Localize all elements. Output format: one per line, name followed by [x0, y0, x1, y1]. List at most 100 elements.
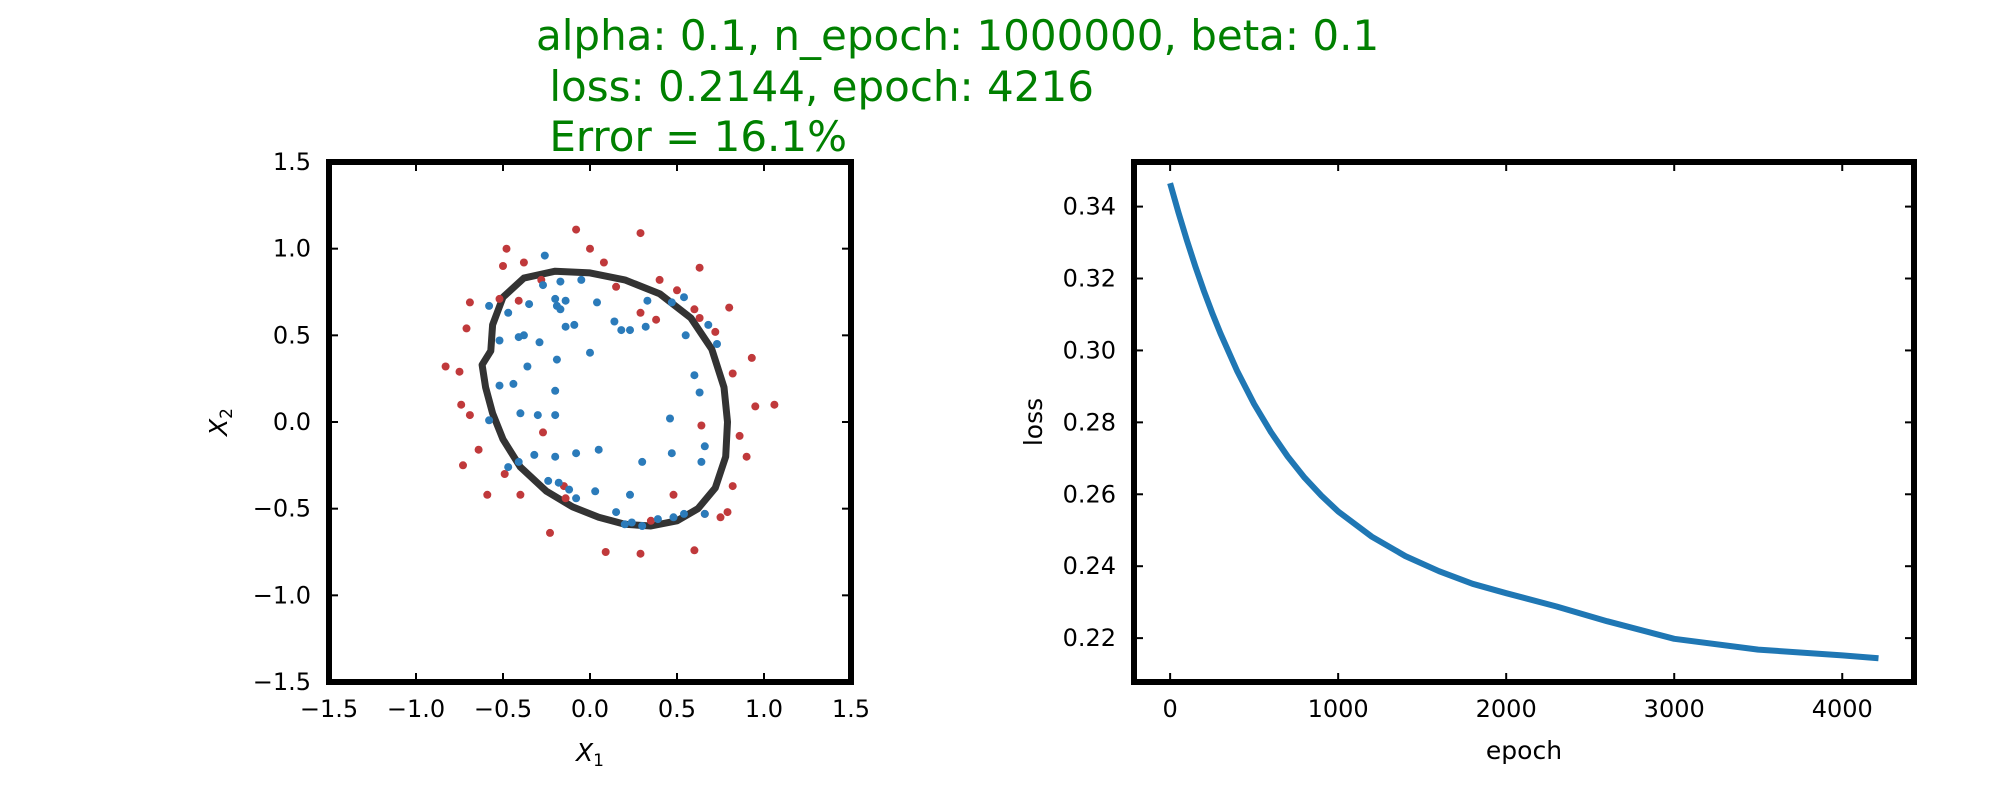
scatter-point-series-1 [612, 508, 621, 517]
scatter-point-series-0 [612, 282, 621, 291]
1-ytick-label: 0.26 [1063, 480, 1116, 508]
1-ytick-label: 0.34 [1063, 193, 1116, 221]
scatter-ticks: −1.5 −1.0 −0.5 0.0 0.5 1.0 1.5 −1.5 −1.0 −0.5 0.0 0… [253, 148, 870, 723]
0-ytick-label: −1.5 [253, 668, 311, 696]
0-xtick-label: 0.0 [571, 695, 609, 723]
scatter-point-series-1 [514, 457, 523, 466]
scatter-point-series-1 [551, 411, 560, 420]
scatter-point-series-0 [483, 490, 492, 499]
0-ytick-label: −1.0 [253, 581, 311, 609]
scatter-point-series-1 [666, 414, 674, 423]
scatter-point-series-0 [690, 546, 699, 555]
scatter-point-series-0 [735, 431, 744, 440]
scatter-point-series-1 [539, 281, 547, 290]
scatter-point-series-0 [599, 258, 608, 267]
scatter-point-series-1 [516, 409, 525, 418]
scatter-ylabel: X2 [204, 408, 237, 438]
scatter-point-series-0 [695, 263, 704, 272]
scatter-point-series-1 [556, 277, 565, 286]
scatter-point-series-0 [539, 428, 547, 437]
scatter-point-series-1 [653, 515, 662, 524]
scatter-point-series-1 [669, 513, 678, 522]
scatter-point-series-0 [742, 452, 751, 461]
scatter-point-series-1 [554, 478, 563, 487]
scatter-point-series-0 [652, 315, 661, 324]
scatter-point-series-1 [680, 509, 688, 518]
scatter-point-series-0 [690, 305, 699, 314]
scatter-point-series-0 [601, 548, 610, 556]
scatter-point-series-1 [565, 485, 574, 494]
scatter-point-series-1 [533, 411, 542, 420]
loss-axes-frame [1131, 159, 1917, 685]
scatter-point-series-1 [495, 336, 504, 345]
0-ytick-label: 0.5 [273, 321, 311, 349]
scatter-point-series-1 [627, 518, 636, 527]
scatter-point-series-1 [551, 294, 560, 303]
scatter-point-series-1 [544, 476, 553, 485]
scatter-point-series-0 [572, 225, 581, 234]
scatter-point-series-0 [465, 298, 474, 307]
0-xtick-label: 1.0 [745, 695, 783, 723]
scatter-point-series-0 [716, 513, 725, 522]
scatter-point-series-1 [680, 293, 688, 302]
scatter-point-series-0 [519, 258, 528, 267]
scatter-point-series-1 [620, 520, 629, 529]
scatter-point-series-1 [638, 457, 647, 466]
0-xtick-label: 1.5 [832, 695, 870, 723]
scatter-point-series-0 [636, 308, 645, 317]
suptitle-line-params: alpha: 0.1, n_epoch: 1000000, beta: 0.1 [536, 11, 1380, 60]
1-xtick-label: 2000 [1476, 695, 1537, 723]
0-xtick-label: −1.0 [387, 695, 445, 723]
1-ytick-label: 0.32 [1063, 265, 1116, 293]
scatter-point-series-1 [577, 275, 586, 284]
scatter-point-series-1 [643, 296, 652, 305]
scatter-point-series-1 [552, 301, 561, 310]
scatter-point-series-1 [504, 308, 513, 317]
scatter-point-series-1 [681, 331, 690, 340]
scatter-point-series-0 [636, 549, 645, 558]
scatter-point-series-1 [504, 463, 513, 472]
loss-ylabel: loss [1019, 398, 1048, 446]
scatter-xlabel: X1 [574, 738, 604, 771]
1-ytick-label: 0.24 [1063, 552, 1116, 580]
scatter-point-series-0 [441, 362, 450, 371]
decision-boundary-curve [478, 267, 731, 530]
0-xtick-label: −1.5 [300, 695, 358, 723]
scatter-point-series-1 [697, 457, 706, 466]
scatter-point-series-1 [523, 362, 532, 371]
1-xtick-label: 0 [1162, 695, 1177, 723]
scatter-point-series-1 [695, 388, 704, 397]
loss-series-line [1167, 182, 1879, 662]
scatter-point-series-0 [586, 244, 594, 253]
scatter-point-series-0 [728, 369, 737, 378]
scatter-point-series-0 [751, 402, 760, 411]
1-xtick-label: 3000 [1644, 695, 1705, 723]
scatter-point-series-1 [641, 322, 650, 331]
scatter-point-series-1 [700, 442, 709, 451]
1-ytick-label: 0.28 [1063, 408, 1116, 436]
scatter-point-series-1 [700, 509, 709, 518]
scatter-point-series-1 [704, 320, 713, 329]
scatter-point-series-1 [594, 445, 603, 454]
loss-xlabel: epoch [1486, 736, 1562, 765]
scatter-point-series-1 [570, 320, 579, 329]
scatter-point-series-0 [723, 508, 732, 517]
scatter-point-series-0 [457, 400, 466, 409]
scatter-point-series-0 [646, 516, 655, 525]
scatter-point-series-1 [572, 449, 581, 458]
decision-boundary-layer [478, 267, 731, 530]
loss-curve-panel: 0 1000 2000 3000 4000 0.22 0.24 0.26 0.28 0.30 0.3… [1019, 159, 1917, 765]
0-xtick-label: −0.5 [474, 695, 532, 723]
scatter-point-series-1 [495, 381, 504, 390]
scatter-point-series-1 [626, 490, 634, 499]
scatter-point-series-0 [655, 275, 664, 284]
scatter-axes-frame [326, 159, 854, 685]
scatter-point-series-1 [690, 371, 699, 380]
0-xtick-label: 0.5 [658, 695, 696, 723]
scatter-point-series-1 [617, 326, 626, 335]
scatter-point-series-0 [474, 445, 483, 454]
scatter-point-series-0 [636, 229, 645, 238]
scatter-point-series-1 [530, 450, 539, 459]
scatter-point-series-1 [586, 348, 594, 357]
scatter-point-series-1 [485, 301, 494, 310]
